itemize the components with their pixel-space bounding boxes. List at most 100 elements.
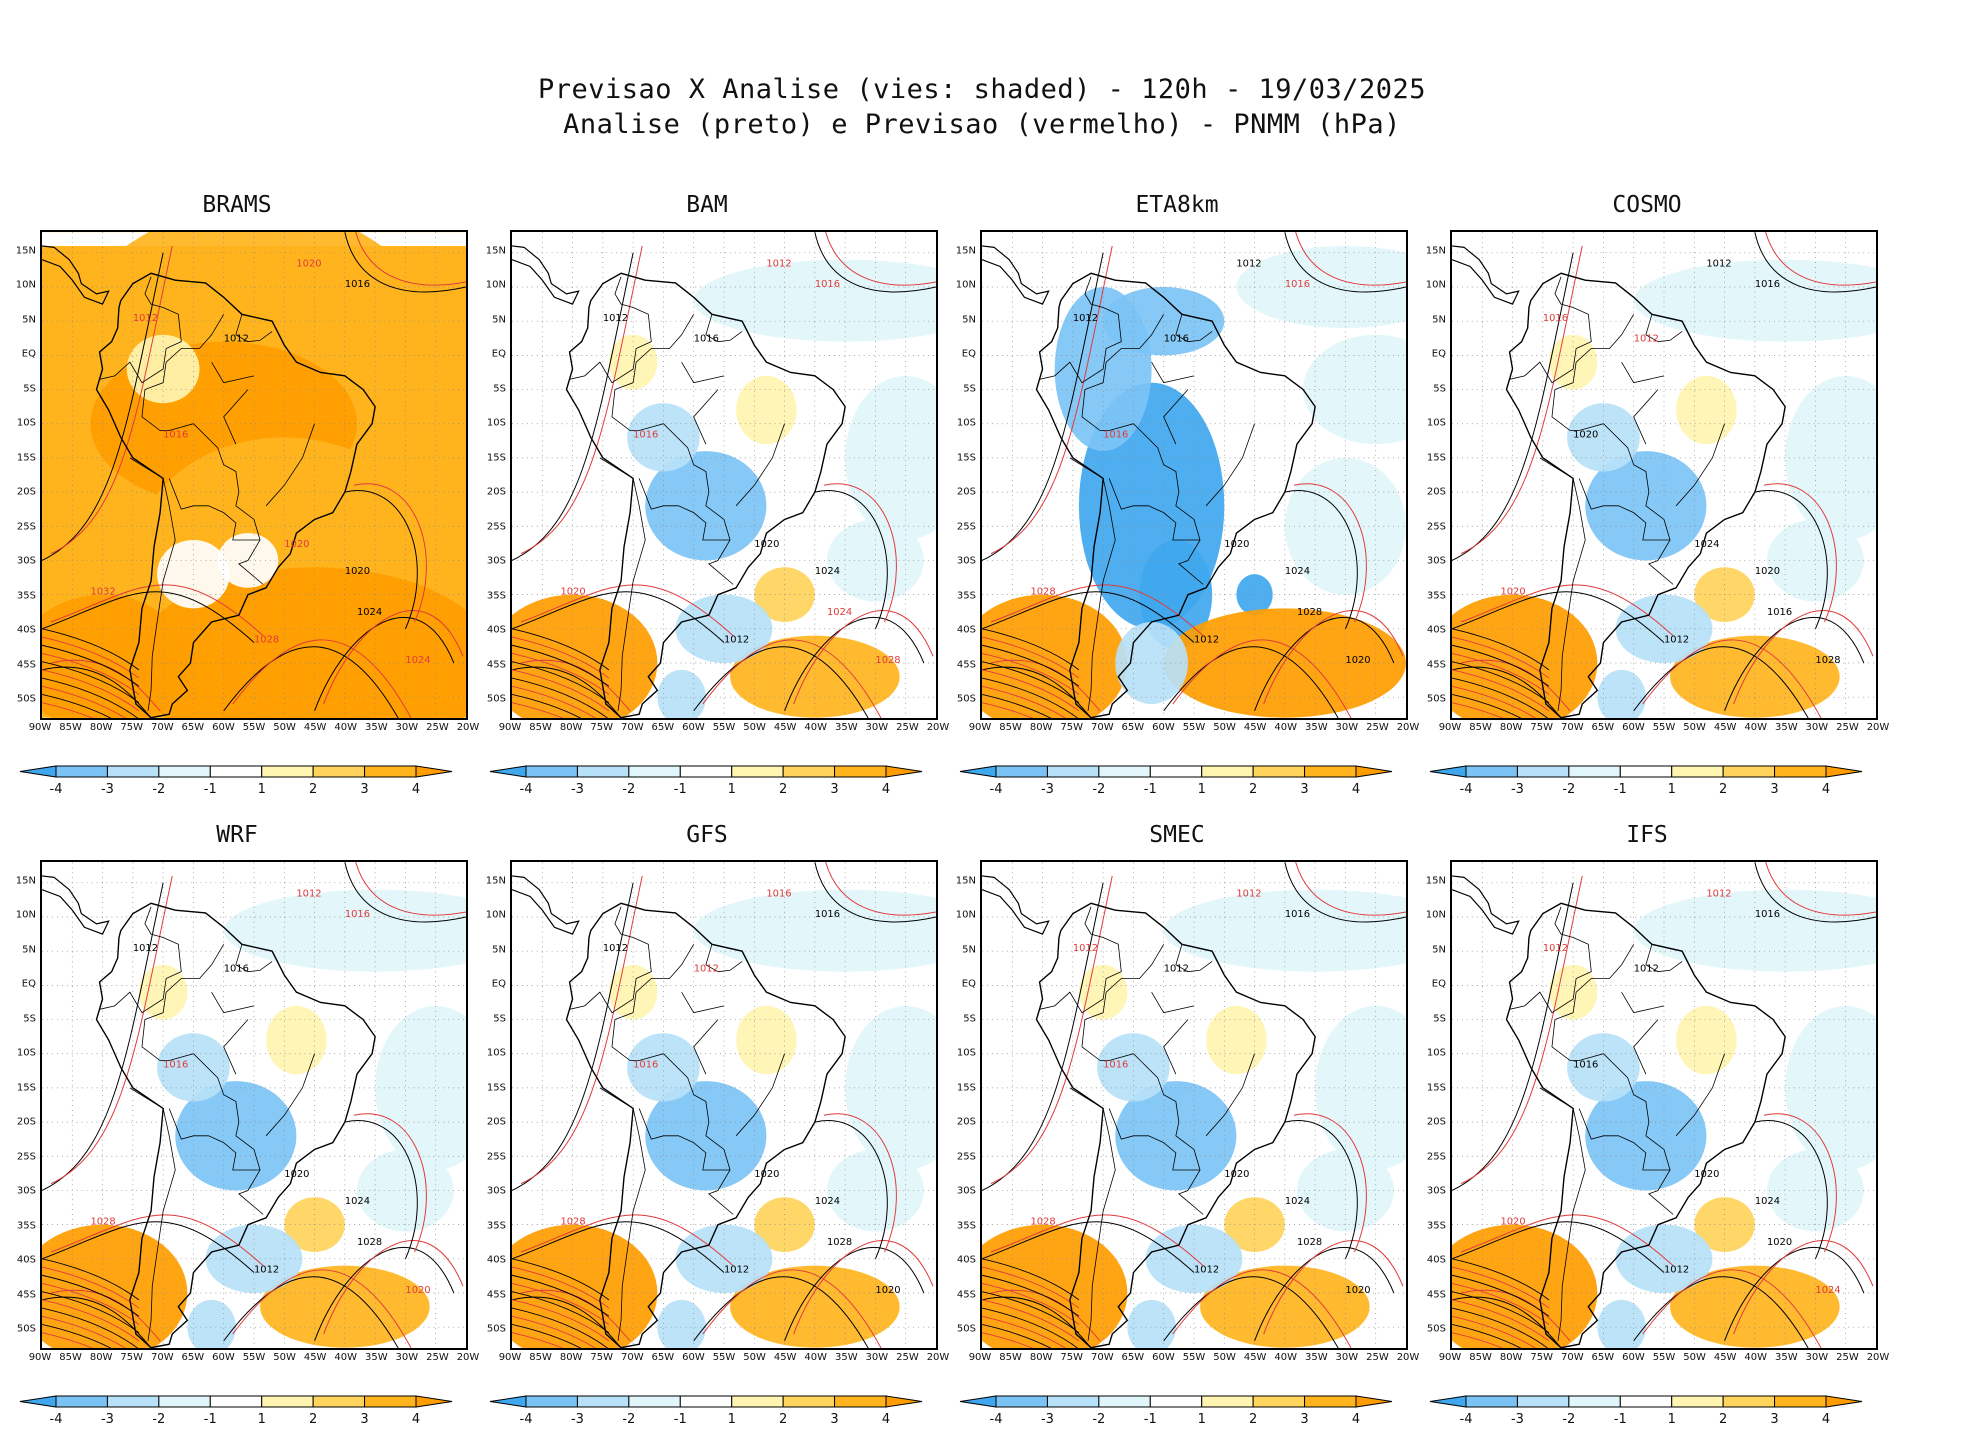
bias-shading — [1303, 334, 1406, 445]
country-border — [599, 457, 646, 711]
contour-label: 1024 — [357, 607, 382, 618]
analysis-isobar — [693, 1276, 869, 1348]
south-america-coastline — [1505, 902, 1786, 1348]
southern-isobar — [42, 685, 127, 718]
colorbar-segment — [312, 1395, 366, 1408]
colorbar-segment — [995, 765, 1048, 778]
latitude-label: 5N — [492, 944, 506, 956]
model-panel-cosmo: COSMO 1012 1016 1012 1016 1020 1024 1020 1016 101… — [1412, 190, 1890, 820]
forecast-isobar — [50, 875, 173, 1185]
longitude-label: 30W — [1335, 1352, 1359, 1363]
southern-isobar — [982, 653, 1080, 695]
bias-shading — [187, 1299, 236, 1348]
longitude-label: 45W — [303, 722, 327, 733]
colorbar-segment — [1201, 765, 1254, 778]
title-line-1: Previsao X Analise (vies: shaded) - 120h… — [537, 74, 1427, 105]
longitude-label: 60W — [212, 722, 235, 733]
longitude-label: 25W — [426, 1352, 449, 1363]
longitude-label: 50W — [273, 722, 296, 733]
analysis-isobar — [512, 666, 622, 718]
longitude-label: 65W — [181, 1352, 205, 1363]
latitude-label: 5S — [493, 383, 506, 395]
colorbar-svg — [19, 1395, 453, 1408]
country-border — [599, 1087, 646, 1341]
latitude-label: 35S — [486, 1220, 506, 1232]
colorbar-segment — [731, 1395, 784, 1408]
bias-shading — [1676, 1005, 1737, 1075]
forecast-isobar — [1460, 584, 1674, 637]
analysis-isobar — [1633, 646, 1809, 718]
forecast-isobar — [990, 584, 1204, 637]
colorbar-segment — [834, 765, 887, 778]
country-border — [99, 906, 182, 1014]
central-america-coastline — [42, 875, 110, 935]
contour-label: 1012 — [1664, 635, 1689, 646]
longitude-label: 55W — [1652, 722, 1676, 733]
forecast-isobar — [793, 1240, 934, 1335]
bias-shading — [1296, 1149, 1394, 1232]
southern-isobar — [982, 628, 1080, 671]
contour-label: 1016 — [1285, 909, 1310, 920]
bias-shading — [1785, 375, 1876, 540]
latitude-label: 5S — [493, 1013, 506, 1025]
contour-label: 1020 — [1694, 1169, 1719, 1180]
country-border — [99, 276, 182, 384]
colorbar-label: -3 — [100, 782, 114, 797]
latitude-label: 40S — [956, 624, 976, 636]
country-border — [1069, 1087, 1116, 1341]
colorbar-label: 3 — [1300, 782, 1309, 797]
colorbar-label: 2 — [779, 782, 788, 797]
country-border — [1509, 276, 1592, 384]
southern-isobar — [1452, 1315, 1537, 1348]
country-border — [681, 991, 725, 1014]
colorbar-svg — [959, 1395, 1393, 1408]
south-america-coastline — [565, 902, 846, 1348]
southern-isobar — [512, 1315, 597, 1348]
contour-label: 1024 — [1694, 539, 1719, 550]
longitude-label: 30W — [1335, 722, 1359, 733]
analysis-isobar — [42, 882, 164, 1191]
longitude-label: 85W — [529, 1352, 552, 1363]
country-border — [735, 1053, 785, 1137]
contour-label: 1016 — [815, 909, 840, 920]
forecast-isobar — [355, 232, 466, 286]
latitude-label: 15N — [485, 245, 506, 257]
latitude-label: 20S — [486, 486, 506, 498]
longitude-label: 60W — [1622, 722, 1645, 733]
colorbar-label: 4 — [1821, 782, 1831, 797]
colorbar-label: 2 — [1249, 782, 1258, 797]
latitude-label: 10N — [15, 279, 36, 291]
contour-label: 1012 — [1073, 943, 1098, 954]
longitude-label: 55W — [1182, 1352, 1206, 1363]
longitude-label: 35W — [834, 1352, 858, 1363]
colorbar-min-arrow — [1429, 765, 1467, 778]
longitude-label: 20W — [456, 722, 480, 733]
colorbar-label: -2 — [1562, 1412, 1576, 1427]
colorbar-segment — [1774, 765, 1827, 778]
longitude-label: 65W — [1591, 722, 1615, 733]
panel-title: GFS — [686, 822, 728, 848]
colorbar-label: 4 — [881, 1412, 891, 1427]
map-svg: 1016 1016 1012 1012 1016 1020 1024 1028 1012 1020… — [512, 862, 936, 1348]
central-america-coastline — [1452, 875, 1520, 935]
colorbar-segment — [1722, 1395, 1776, 1408]
country-border — [1621, 991, 1665, 1014]
forecast-isobar — [825, 232, 936, 286]
southern-isobar — [512, 1274, 610, 1317]
bias-shading — [1200, 1265, 1370, 1348]
longitude-label: 20W — [456, 1352, 480, 1363]
bias-shading — [826, 1149, 924, 1232]
bias-shading — [132, 567, 466, 718]
bias-shading — [1633, 259, 1876, 342]
contour-label: 1016 — [694, 334, 719, 345]
southern-isobar — [42, 677, 139, 718]
colorbar-label: -4 — [519, 782, 533, 797]
latitude-label: 15S — [1426, 1082, 1446, 1094]
country-border — [1163, 1019, 1189, 1075]
colorbar-segment — [1304, 765, 1357, 778]
country-border — [1175, 314, 1213, 343]
longitude-label: 65W — [181, 722, 205, 733]
latitude-label: 15N — [1425, 875, 1446, 887]
latitude-label: 45S — [1426, 659, 1446, 671]
southern-isobar — [42, 1274, 140, 1317]
